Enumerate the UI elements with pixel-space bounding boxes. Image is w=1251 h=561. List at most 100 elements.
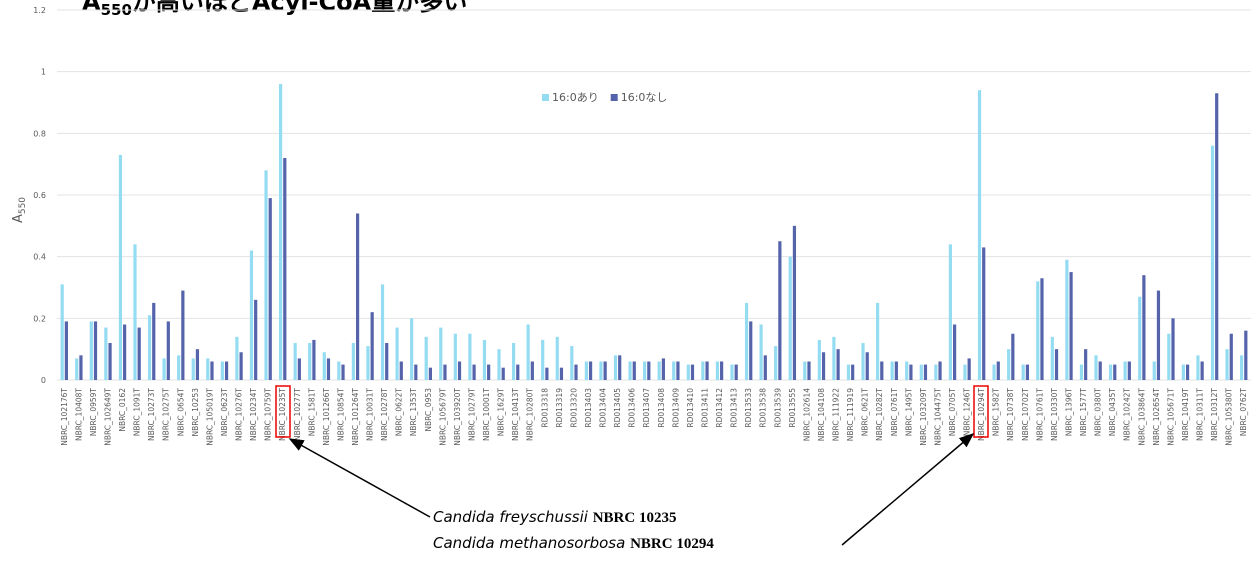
plot: 0 0.2 0.4 0.6 0.8 1 1.2 NBRC_102176T NBRC_10408T…	[33, 6, 1251, 446]
legend-swatch	[610, 94, 618, 101]
bar	[1185, 364, 1190, 380]
x-tick-label: NBRC_0705T	[948, 388, 957, 437]
bar	[410, 318, 414, 380]
bar	[618, 355, 622, 380]
x-tick-label: NBRC_10738T	[1006, 388, 1015, 441]
bar	[351, 343, 355, 380]
x-tick-label: NBRC_10278T	[380, 388, 389, 441]
bar	[283, 158, 287, 380]
x-tick-label: NBRC_1581T	[307, 388, 316, 437]
x-tick-label: NBRC_1353T	[409, 388, 418, 437]
bar	[1079, 364, 1084, 380]
bar	[676, 361, 680, 380]
bar	[1065, 259, 1069, 380]
bar	[366, 346, 370, 380]
bar	[93, 321, 98, 380]
x-tick-label: RD013538	[759, 388, 768, 428]
bar	[162, 358, 166, 380]
bar	[730, 364, 734, 380]
bar	[774, 346, 778, 380]
x-tick-label: RD013320	[569, 388, 578, 428]
x-tick-label: NBRC_0162	[118, 388, 127, 432]
x-tick-label: NBRC_10279T	[467, 388, 476, 441]
x-tick-label: NBRC_1091T	[133, 388, 142, 437]
bar	[75, 358, 79, 380]
y-tick-label: 1	[41, 68, 46, 77]
bar	[744, 302, 749, 380]
x-tick-label: RD013555	[788, 388, 797, 428]
x-tick-label: NBRC_0621T	[861, 388, 870, 437]
x-tick-label: NBRC_0623T	[220, 388, 229, 437]
bar	[982, 247, 986, 380]
x-tick-label: NBRC_1577T	[1079, 388, 1088, 437]
x-tick-label: NBRC_102649T	[103, 388, 112, 446]
bar	[60, 284, 64, 380]
x-tick-label: RD013318	[540, 388, 549, 428]
x-tick-label: NBRC_10419T	[1181, 388, 1190, 441]
x-tick-label: NBRC_0380T	[1094, 388, 1103, 437]
bar	[395, 327, 399, 380]
bar	[778, 241, 782, 380]
bar	[511, 343, 516, 380]
bar	[1040, 278, 1044, 380]
x-tick-label: RD013539	[773, 388, 782, 428]
bar	[851, 364, 855, 380]
bar	[118, 154, 123, 380]
bar	[807, 361, 811, 380]
arrow	[841, 433, 975, 546]
bar	[861, 343, 865, 380]
bar	[370, 312, 374, 380]
x-tick-label: NBRC_103864T	[1137, 388, 1146, 446]
x-tick-label: NBRC_10311T	[1196, 388, 1205, 441]
bar	[166, 321, 170, 380]
x-tick-label: NBRC_10761T	[1035, 388, 1044, 441]
bar	[541, 339, 545, 380]
bar	[992, 364, 996, 380]
y-axis-label: A550	[11, 197, 28, 223]
bar	[341, 364, 345, 380]
bar	[1152, 361, 1156, 380]
x-tick-label: NBRC_103209T	[919, 388, 928, 446]
x-tick-label: NBRC_1396T	[1064, 388, 1073, 437]
bar	[672, 361, 676, 380]
bar	[905, 361, 909, 380]
x-tick-label: NBRC_10759T	[264, 388, 273, 441]
x-tick-label: NBRC_101266T	[322, 388, 331, 446]
bar	[249, 250, 254, 380]
bar	[235, 336, 239, 380]
bar	[152, 302, 156, 380]
bar	[1225, 349, 1229, 380]
x-tick-label: NBRC_111919	[846, 388, 855, 441]
bar	[1244, 330, 1248, 380]
x-tick-label: NBRC_10275T	[162, 388, 171, 441]
bar	[865, 352, 869, 380]
bar	[428, 367, 433, 380]
bar	[613, 355, 618, 380]
bar	[147, 315, 152, 380]
x-tick-label: NBRC_111922	[832, 388, 841, 441]
bar	[297, 358, 301, 380]
bar	[880, 361, 884, 380]
bar	[210, 361, 214, 380]
y-tick-label: 0.8	[33, 129, 46, 138]
x-tick-label: NBRC_105019T	[205, 388, 214, 446]
y-tick-label: 1.2	[33, 6, 46, 15]
bar	[832, 336, 836, 380]
bar	[1054, 349, 1059, 380]
x-tick-label: NBRC_10280T	[526, 388, 535, 441]
x-tick-label: NBRC_0959T	[89, 388, 98, 437]
bar	[919, 364, 923, 380]
arrow	[288, 438, 431, 518]
x-tick-label: NBRC_0761T	[890, 388, 899, 437]
bar	[570, 346, 574, 380]
highlight-box	[973, 385, 989, 438]
x-tick-label: NBRC_0654T	[176, 388, 185, 437]
x-tick-label: RD013412	[715, 388, 724, 428]
x-tick-label: RD013404	[599, 388, 608, 428]
bar	[657, 361, 661, 380]
bar	[686, 364, 690, 380]
x-tick-label: NBRC_102176T	[60, 388, 69, 446]
bar	[734, 364, 738, 380]
bar	[705, 361, 709, 380]
